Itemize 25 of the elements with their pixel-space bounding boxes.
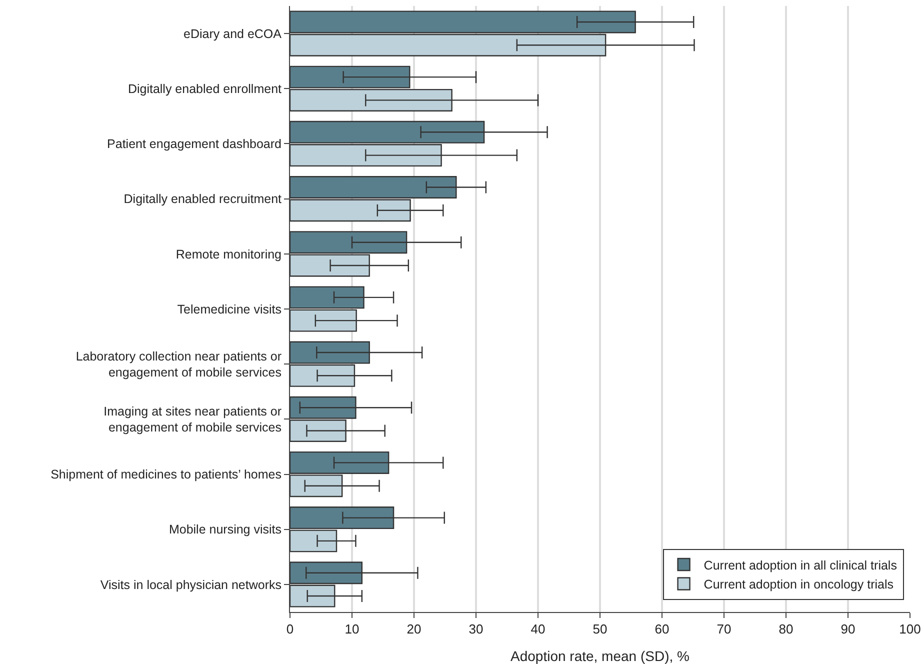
x-tick-label: 0 (286, 622, 294, 637)
y-tick-label: Laboratory collection near patients or engagement of mobile services (76, 349, 282, 380)
y-tick-label: Visits in local physician networks (100, 578, 282, 592)
y-tick-label: Imaging at sites near patients or engagement of mobile services (104, 404, 282, 435)
x-tick-label: 20 (406, 622, 422, 637)
legend-label: Current adoption in all clinical trials (704, 558, 897, 572)
y-tick-label: Telemedicine visits (177, 302, 282, 316)
legend-label: Current adoption in oncology trials (704, 578, 894, 592)
y-tick-label: Shipment of medicines to patients’ homes (50, 468, 282, 482)
x-tick-label: 10 (344, 622, 360, 637)
y-tick-label: Remote monitoring (176, 247, 282, 262)
x-tick-label: 30 (468, 622, 484, 637)
x-tick-label: 80 (778, 622, 794, 637)
y-tick-label: Mobile nursing visits (168, 522, 282, 537)
x-tick-label: 40 (530, 622, 546, 637)
y-tick-label: Patient engagement dashboard (107, 137, 282, 152)
y-tick-label: Digitally enabled enrollment (128, 82, 282, 96)
x-tick-label: 90 (840, 622, 856, 637)
x-tick-label: 60 (654, 622, 670, 637)
y-tick-label: Digitally enabled recruitment (124, 192, 282, 206)
x-tick-label: 50 (592, 622, 608, 637)
x-axis-title: Adoption rate, mean (SD), % (510, 648, 690, 664)
y-tick-label: eDiary and eCOA (184, 26, 282, 41)
x-tick-label: 70 (716, 622, 732, 637)
x-tick-label: 100 (899, 622, 921, 637)
